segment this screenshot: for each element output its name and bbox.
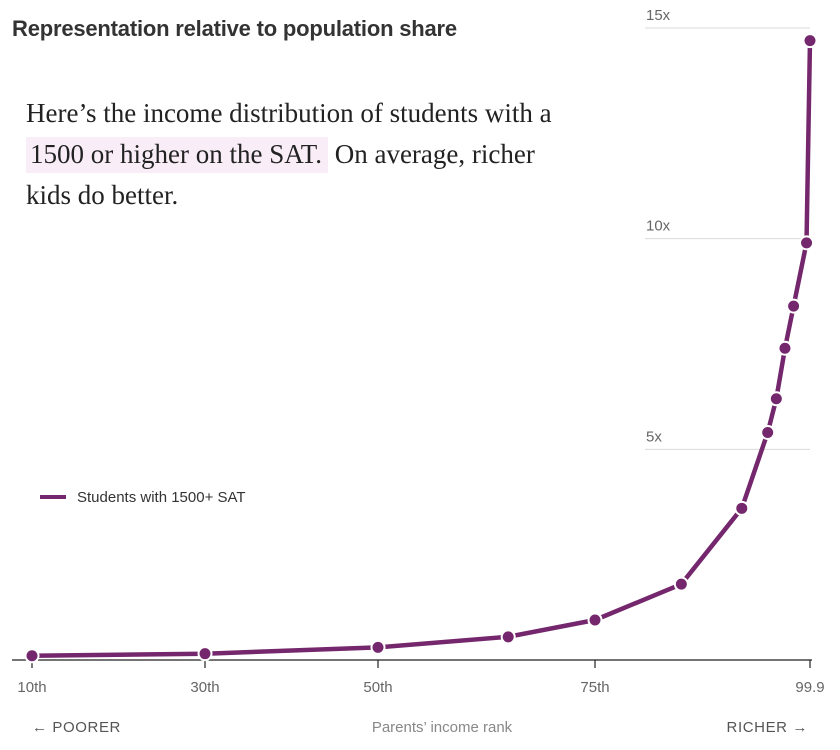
x-tick-label: 50th (363, 679, 392, 696)
y-tick-label: 5x (646, 428, 662, 445)
series-line-students-with-1500-sat (29, 38, 813, 659)
data-point (786, 298, 802, 314)
x-axis-title: Parents’ income rank (372, 719, 513, 736)
y-tick-label: 15x (646, 7, 671, 24)
description-text: Here’s the income distribution of studen… (26, 98, 552, 128)
data-point (760, 424, 776, 440)
description-text-end: On average, richer kids do better. (26, 139, 535, 210)
data-point (802, 33, 818, 49)
legend-label: Students with 1500+ SAT (77, 489, 246, 506)
chart-title: Representation relative to population sh… (12, 16, 457, 41)
data-point (197, 646, 213, 662)
highlighted-phrase: 1500 or higher on the SAT. (26, 137, 328, 173)
data-point (799, 235, 815, 251)
data-point (24, 648, 40, 664)
x-tick-label: 10th (17, 679, 46, 696)
richer-label: RICHER → (727, 719, 808, 736)
data-point (673, 576, 689, 592)
x-tick-label: 75th (580, 679, 609, 696)
poorer-label: ← POORER (32, 719, 121, 736)
data-point (734, 500, 750, 516)
data-point (500, 629, 516, 645)
x-tick-label: 99.9 (795, 679, 824, 696)
data-point (587, 612, 603, 628)
data-point (768, 391, 784, 407)
chart-description: Here’s the income distribution of studen… (26, 93, 586, 216)
x-tick-label: 30th (190, 679, 219, 696)
data-point (370, 639, 386, 655)
data-point (777, 340, 793, 356)
y-tick-label: 10x (646, 218, 671, 235)
